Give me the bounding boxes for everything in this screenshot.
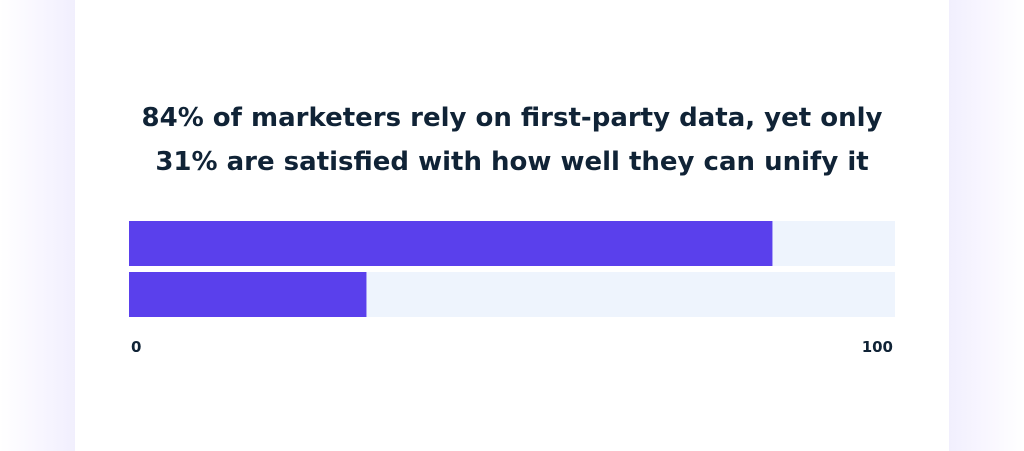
- tick-label-100: 100: [862, 338, 893, 356]
- bar-2: [129, 272, 367, 317]
- left-shadow: [0, 0, 75, 451]
- chart-title-line-1: 84% of marketers rely on first-party dat…: [141, 103, 883, 133]
- bar-1: [129, 221, 773, 266]
- chart-title-line-2: 31% are satisfied with how well they can…: [155, 147, 869, 177]
- tick-label-0: 0: [131, 338, 141, 356]
- right-shadow: [949, 0, 1024, 451]
- chart-title: 84% of marketers rely on first-party dat…: [75, 96, 949, 184]
